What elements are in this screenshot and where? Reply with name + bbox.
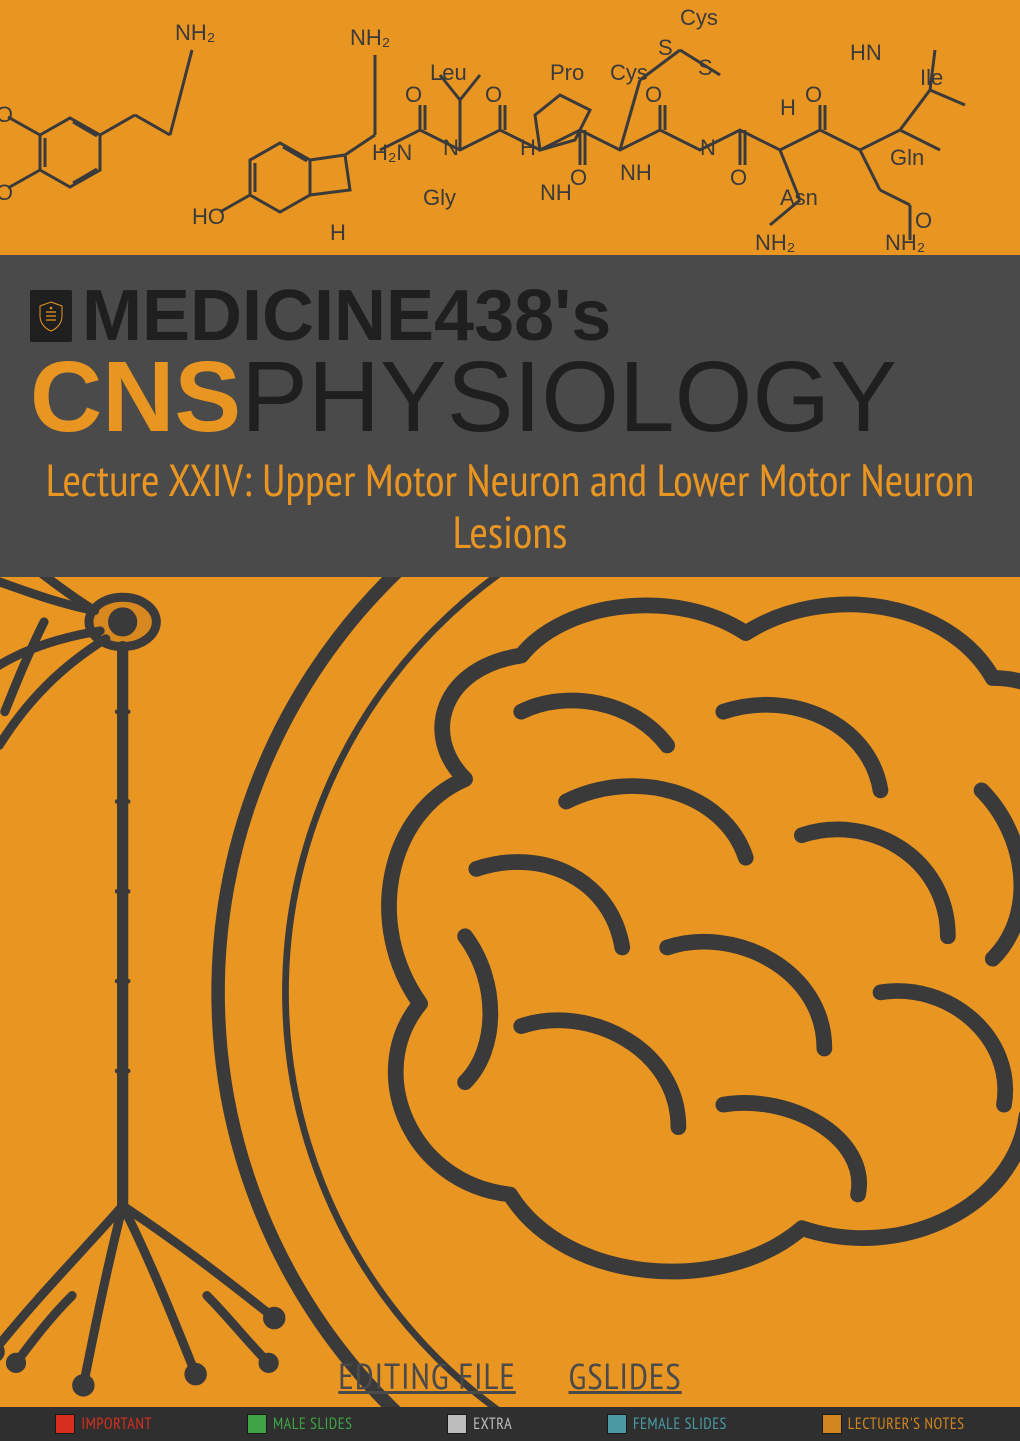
svg-text:H: H bbox=[520, 135, 536, 160]
svg-text:NH₂: NH₂ bbox=[885, 230, 925, 255]
svg-text:NH: NH bbox=[620, 160, 652, 185]
svg-text:Gln: Gln bbox=[890, 145, 924, 170]
molecule-diagram: NH₂ NH₂ HO HO HO H₂N Leu Pro Cys Cys Ile… bbox=[0, 0, 1020, 255]
svg-text:H: H bbox=[330, 220, 346, 245]
legend-label: FEMALE SLIDES bbox=[633, 1414, 727, 1434]
svg-text:Cys: Cys bbox=[680, 5, 718, 30]
svg-text:NH₂: NH₂ bbox=[175, 20, 215, 45]
svg-text:Cys: Cys bbox=[610, 60, 648, 85]
svg-text:HO: HO bbox=[0, 180, 13, 205]
svg-text:NH: NH bbox=[540, 180, 572, 205]
svg-text:Leu: Leu bbox=[430, 60, 467, 85]
svg-text:NH₂: NH₂ bbox=[350, 25, 390, 50]
lecture-title: Lecture XXIV: Upper Motor Neuron and Low… bbox=[30, 455, 990, 559]
svg-text:O: O bbox=[570, 165, 587, 190]
legend-label: IMPORTANT bbox=[81, 1414, 152, 1434]
svg-text:HN: HN bbox=[850, 40, 882, 65]
title-band: MEDICINE438's CNSPHYSIOLOGY Lecture XXIV… bbox=[0, 255, 1020, 577]
lecture-cover-page: NH₂ NH₂ HO HO HO H₂N Leu Pro Cys Cys Ile… bbox=[0, 0, 1020, 1441]
svg-text:N: N bbox=[700, 135, 716, 160]
legend-item: IMPORTANT bbox=[55, 1414, 152, 1434]
svg-text:N: N bbox=[443, 135, 459, 160]
legend-item: EXTRA bbox=[447, 1414, 512, 1434]
legend-item: FEMALE SLIDES bbox=[607, 1414, 727, 1434]
links-row: EDITING FILE GSLIDES bbox=[0, 1352, 1020, 1399]
subject-title: CNSPHYSIOLOGY bbox=[30, 347, 990, 447]
subject-rest: PHYSIOLOGY bbox=[241, 341, 897, 453]
svg-text:HO: HO bbox=[192, 204, 225, 229]
svg-text:HO: HO bbox=[0, 102, 13, 127]
svg-text:S: S bbox=[698, 55, 713, 80]
shield-icon bbox=[30, 290, 72, 342]
svg-text:NH₂: NH₂ bbox=[755, 230, 795, 255]
svg-text:H₂N: H₂N bbox=[372, 140, 412, 165]
gslides-link[interactable]: GSLIDES bbox=[569, 1352, 682, 1399]
svg-text:O: O bbox=[405, 82, 422, 107]
svg-text:O: O bbox=[645, 82, 662, 107]
svg-text:O: O bbox=[805, 82, 822, 107]
svg-text:Ile: Ile bbox=[920, 65, 943, 90]
svg-text:Asn: Asn bbox=[780, 185, 818, 210]
svg-text:O: O bbox=[730, 165, 747, 190]
illustration-band: EDITING FILE GSLIDES bbox=[0, 577, 1020, 1441]
legend-bar: IMPORTANT MALE SLIDES EXTRA FEMALE SLIDES LE… bbox=[0, 1407, 1020, 1441]
legend-item: MALE SLIDES bbox=[247, 1414, 352, 1434]
legend-swatch bbox=[447, 1414, 467, 1434]
legend-label: EXTRA bbox=[473, 1414, 512, 1434]
legend-swatch bbox=[247, 1414, 267, 1434]
brain-neuron-illustration bbox=[0, 577, 1020, 1441]
chemistry-band: NH₂ NH₂ HO HO HO H₂N Leu Pro Cys Cys Ile… bbox=[0, 0, 1020, 255]
legend-label: LECTURER'S NOTES bbox=[848, 1414, 965, 1434]
svg-text:S: S bbox=[658, 35, 673, 60]
svg-text:Pro: Pro bbox=[550, 60, 584, 85]
svg-text:H: H bbox=[780, 95, 796, 120]
editing-file-link[interactable]: EDITING FILE bbox=[338, 1352, 516, 1399]
legend-item: LECTURER'S NOTES bbox=[822, 1414, 965, 1434]
svg-text:O: O bbox=[485, 82, 502, 107]
svg-text:Gly: Gly bbox=[423, 185, 456, 210]
legend-swatch bbox=[607, 1414, 627, 1434]
legend-swatch bbox=[55, 1414, 75, 1434]
legend-label: MALE SLIDES bbox=[273, 1414, 352, 1434]
legend-swatch bbox=[822, 1414, 842, 1434]
subject-accent: CNS bbox=[30, 341, 241, 453]
